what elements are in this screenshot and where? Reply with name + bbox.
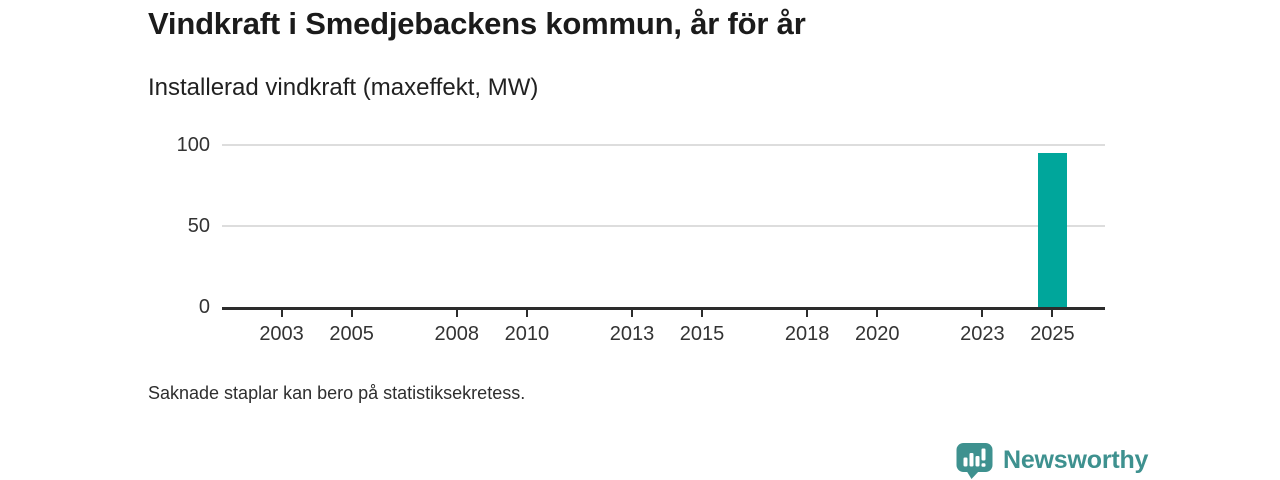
x-tick-label: 2003 (259, 323, 304, 345)
x-tick-label: 2005 (329, 323, 374, 345)
x-tick-label: 2020 (854, 323, 900, 345)
x-tick-mark (455, 310, 458, 317)
x-tick-mark (701, 310, 704, 317)
chart-title: Vindkraft i Smedjebackens kommun, år för… (148, 6, 806, 41)
plot-area (222, 144, 1105, 310)
y-tick-label: 0 (198, 296, 210, 318)
y-tick-label: 100 (176, 134, 210, 156)
newsworthy-logo: Newsworthy (955, 441, 1148, 479)
x-tick-label: 2025 (1030, 323, 1075, 345)
y-axis: 0 50 100 (150, 135, 210, 317)
y-tick-label: 50 (187, 215, 210, 237)
x-tick-mark (280, 310, 283, 317)
x-tick-label: 2018 (784, 323, 830, 345)
x-tick-label: 2023 (960, 323, 1005, 345)
x-tick-mark (525, 310, 528, 317)
x-tick-mark (806, 310, 809, 317)
x-tick-label: 2010 (504, 323, 550, 345)
x-tick-mark (981, 310, 984, 317)
x-tick-label: 2015 (679, 323, 725, 345)
newsworthy-logo-text: Newsworthy (1003, 445, 1149, 474)
bar-2025 (1038, 153, 1067, 307)
bar-chart-speech-bubble-icon (956, 443, 993, 479)
x-axis: 2003 2005 2008 2010 2013 2015 2018 2020 2023 2025 (222, 310, 1105, 355)
x-tick-mark (350, 310, 353, 317)
x-tick-mark (1051, 310, 1054, 317)
x-tick-label: 2008 (434, 323, 480, 345)
chart-subtitle: Installerad vindkraft (maxeffekt, MW) (148, 74, 539, 101)
x-tick-label: 2013 (609, 323, 655, 345)
footnote: Saknade staplar kan bero på statistiksek… (148, 383, 526, 403)
gridline (222, 225, 1105, 227)
x-tick-mark (876, 310, 879, 317)
x-tick-mark (630, 310, 633, 317)
gridline (222, 144, 1105, 146)
